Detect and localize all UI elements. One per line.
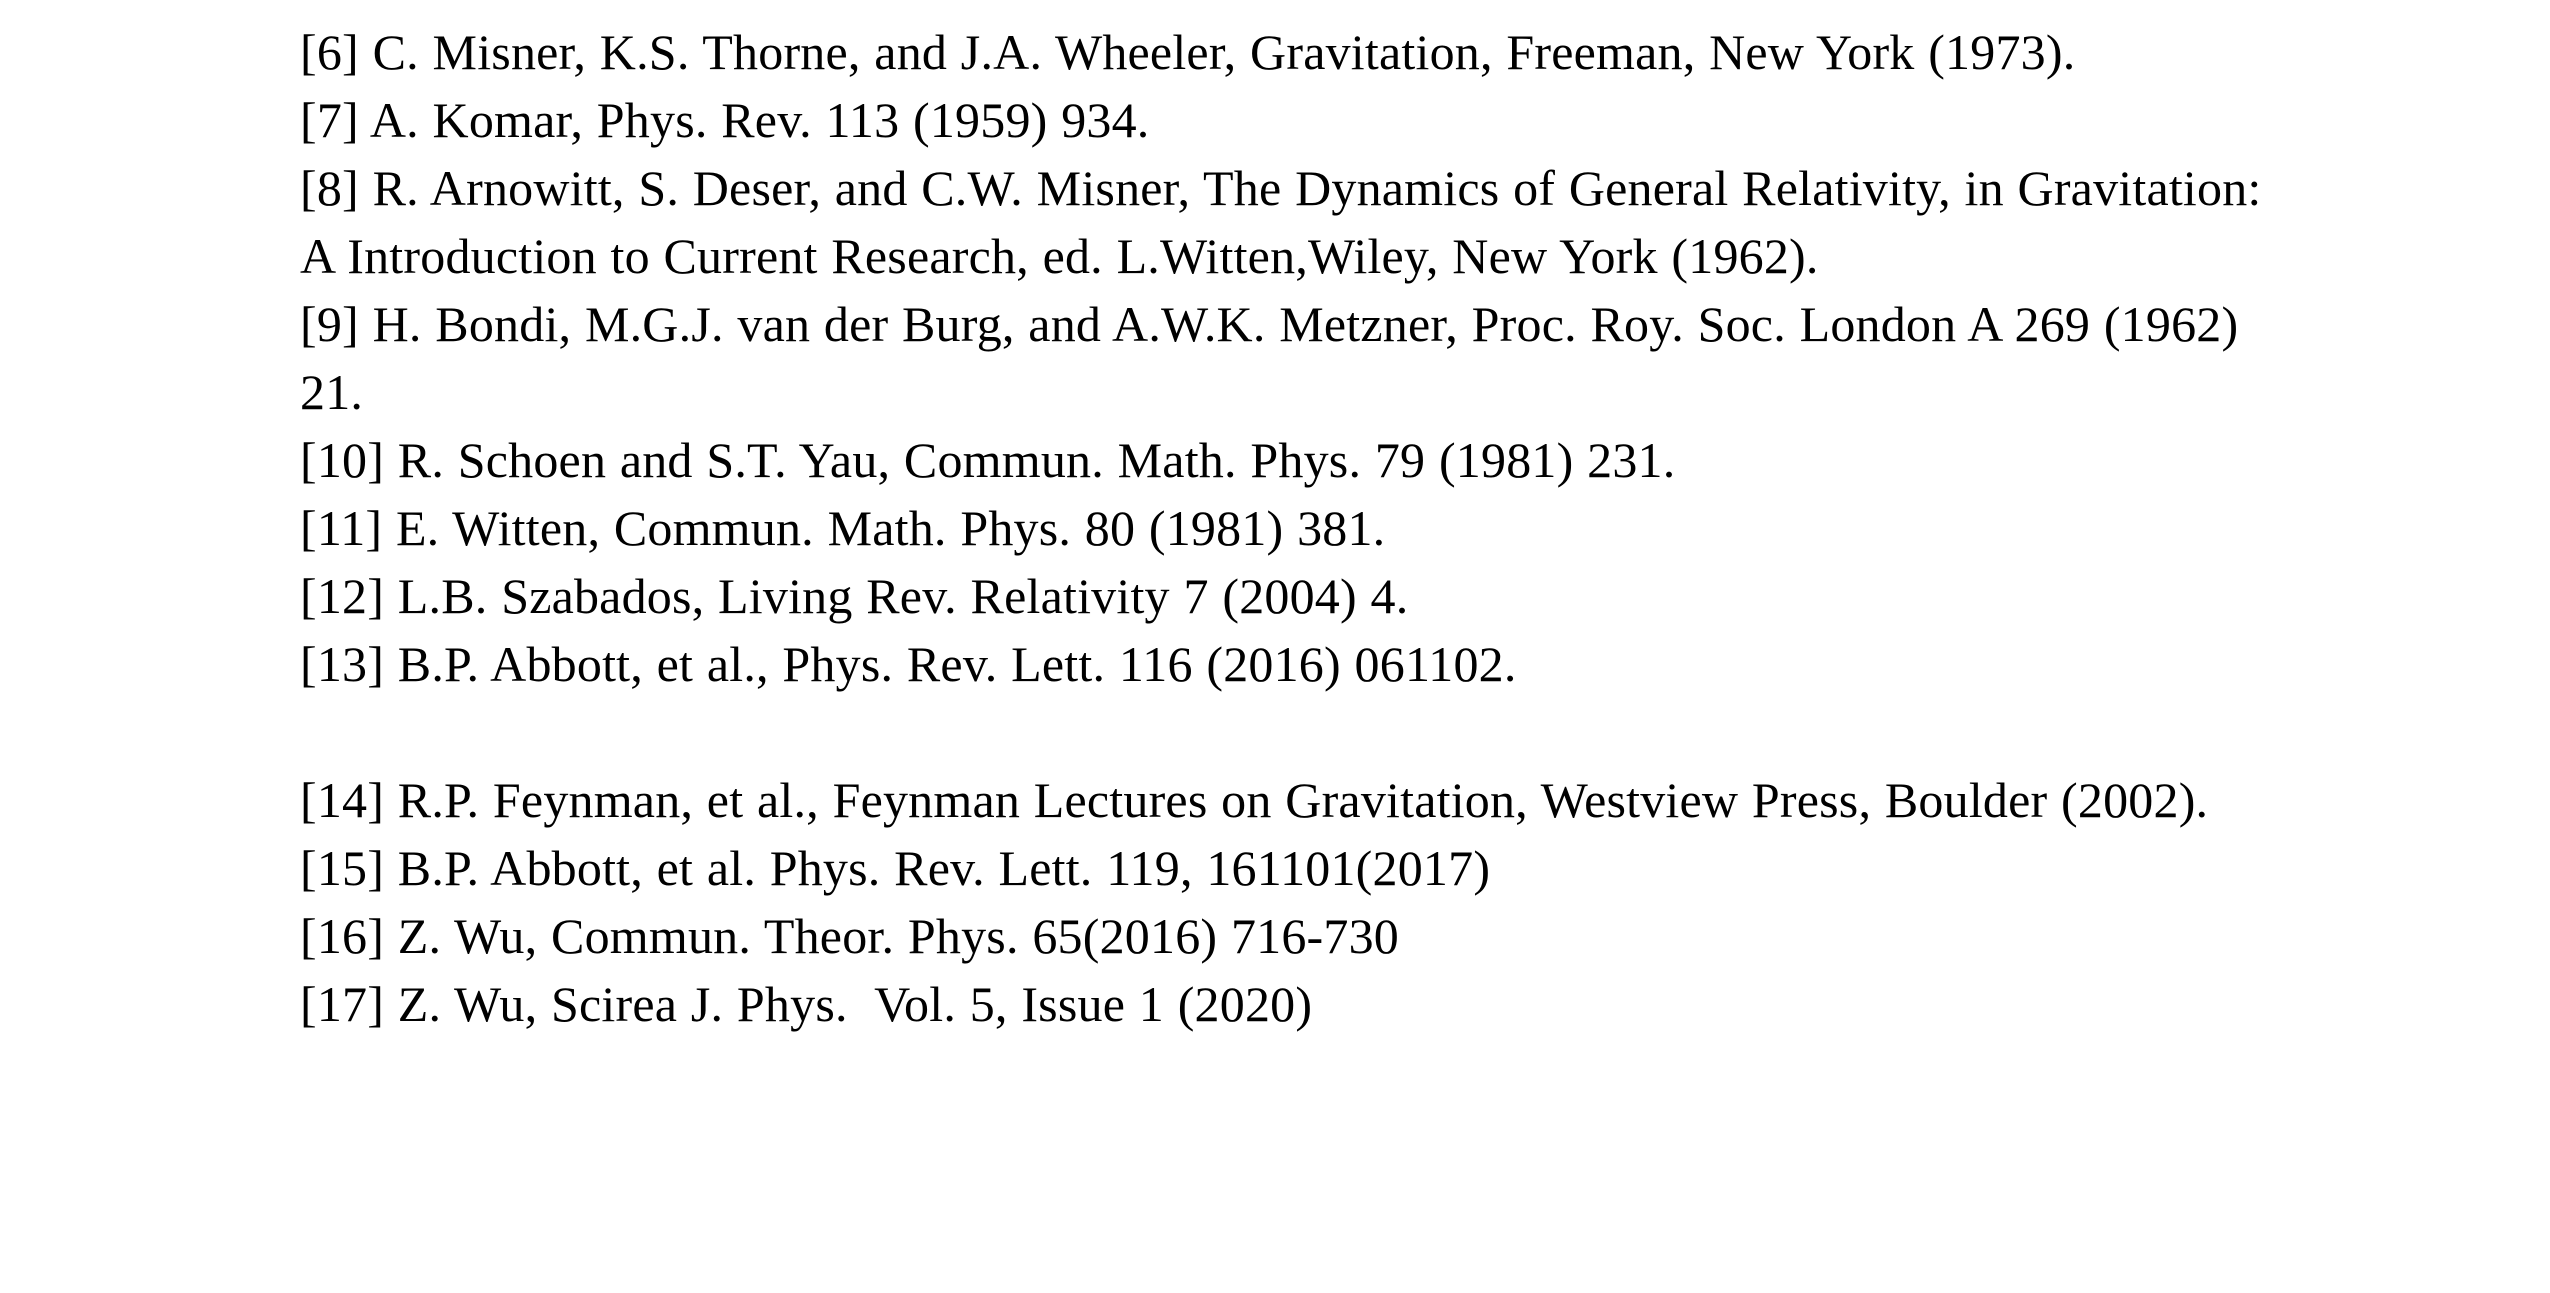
reference-item-14: [14] R.P. Feynman, et al., Feynman Lectu…	[300, 772, 2209, 828]
reference-item-9: [9] H. Bondi, M.G.J. van der Burg, and A…	[300, 296, 2253, 420]
reference-item-6: [6] C. Misner, K.S. Thorne, and J.A. Whe…	[300, 24, 2076, 80]
reference-item-12: [12] L.B. Szabados, Living Rev. Relativi…	[300, 568, 1409, 624]
reference-item-13: [13] B.P. Abbott, et al., Phys. Rev. Let…	[300, 636, 1517, 692]
reference-group-secondary: [14] R.P. Feynman, et al., Feynman Lectu…	[300, 766, 2285, 1038]
reference-group-primary: [6] C. Misner, K.S. Thorne, and J.A. Whe…	[300, 18, 2285, 698]
reference-item-16: [16] Z. Wu, Commun. Theor. Phys. 65(2016…	[300, 908, 1400, 964]
reference-item-15: [15] B.P. Abbott, et al. Phys. Rev. Lett…	[300, 840, 1491, 896]
reference-item-8: [8] R. Arnowitt, S. Deser, and C.W. Misn…	[300, 160, 2273, 284]
reference-item-10: [10] R. Schoen and S.T. Yau, Commun. Mat…	[300, 432, 1676, 488]
reference-item-17: [17] Z. Wu, Scirea J. Phys. Vol. 5, Issu…	[300, 976, 1313, 1032]
reference-list: [6] C. Misner, K.S. Thorne, and J.A. Whe…	[300, 18, 2285, 1038]
reference-item-11: [11] E. Witten, Commun. Math. Phys. 80 (…	[300, 500, 1386, 556]
reference-item-7: [7] A. Komar, Phys. Rev. 113 (1959) 934.	[300, 92, 1150, 148]
reference-group-separator	[300, 698, 2285, 766]
